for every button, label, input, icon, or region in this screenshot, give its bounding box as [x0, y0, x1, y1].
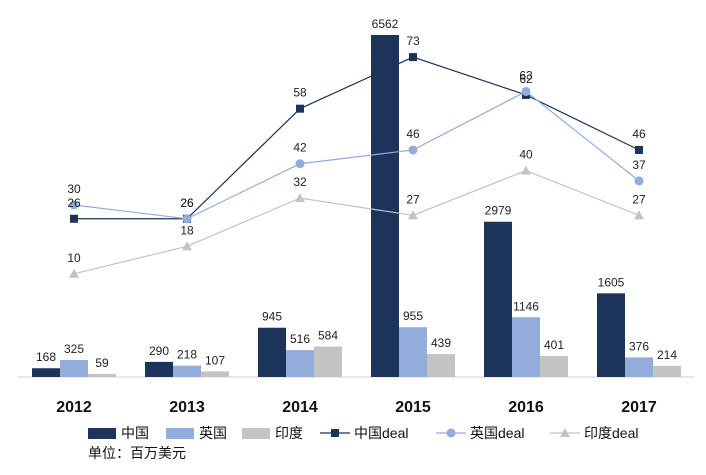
- bar-data-label: 168: [36, 350, 56, 364]
- legend-swatch: [166, 428, 194, 439]
- data-point: [409, 53, 417, 62]
- bar: [173, 365, 201, 377]
- unit-note: 单位：百万美元: [88, 445, 186, 461]
- data-point: [295, 193, 305, 203]
- x-tick-label: 2015: [395, 399, 431, 416]
- series-line: [74, 56, 640, 220]
- series-line: [73, 90, 640, 220]
- data-point: [182, 214, 192, 224]
- x-tick-layer: 2012 2013 2014 2015 2016 2017: [56, 399, 657, 416]
- bar-data-label: 290: [149, 344, 169, 358]
- legend-label: 中国deal: [354, 425, 408, 441]
- bar: [201, 371, 229, 377]
- bar-data-label: 516: [290, 332, 310, 346]
- line-data-label: 42: [293, 141, 307, 155]
- bar: [60, 360, 88, 377]
- bar-data-label: 214: [657, 348, 677, 362]
- bar: [484, 221, 512, 377]
- bar: [540, 356, 568, 377]
- bar-data-label: 584: [318, 329, 338, 343]
- line-layer: [69, 53, 644, 278]
- line-data-label: 40: [519, 148, 533, 162]
- line-data-label: 18: [180, 223, 194, 237]
- line-data-label: 63: [519, 68, 533, 82]
- data-point: [634, 210, 644, 220]
- x-tick-label: 2013: [169, 399, 205, 416]
- bar-data-label: 2979: [485, 204, 512, 218]
- bar: [88, 373, 116, 377]
- data-point: [635, 145, 643, 154]
- line-data-label: 32: [293, 175, 307, 189]
- legend-marker: [331, 429, 339, 437]
- line-data-label: 26: [180, 196, 194, 210]
- data-point: [295, 159, 305, 169]
- legend-label: 中国: [121, 425, 149, 441]
- bar: [314, 346, 342, 377]
- x-tick-label: 2016: [508, 399, 544, 416]
- bar-layer: [32, 34, 681, 378]
- line-data-label: 62: [519, 72, 533, 86]
- bar-data-label: 218: [177, 348, 197, 362]
- line-data-label: 10: [67, 251, 81, 265]
- legend-marker: [560, 428, 570, 437]
- data-point: [69, 200, 79, 210]
- data-point: [408, 210, 418, 220]
- x-tick-label: 2012: [56, 399, 92, 416]
- bar: [145, 361, 173, 377]
- bar-data-label: 6562: [372, 17, 399, 31]
- legend: 中国 英国 印度 中国deal 英国deal 印度deal: [88, 425, 638, 441]
- bar: [32, 368, 60, 377]
- line-data-label: 46: [406, 127, 420, 141]
- bar: [597, 293, 625, 377]
- bar-data-label: 439: [431, 336, 451, 350]
- legend-label: 印度deal: [584, 425, 638, 441]
- data-point: [69, 268, 79, 278]
- legend-marker: [446, 428, 456, 438]
- legend-swatch: [88, 428, 116, 439]
- data-point: [296, 104, 304, 113]
- bar-data-label: 107: [205, 353, 225, 367]
- legend-label: 英国: [199, 425, 227, 441]
- data-point: [70, 214, 78, 223]
- bar-data-label: 325: [64, 342, 84, 356]
- x-tick-label: 2014: [282, 399, 318, 416]
- line-data-label: 37: [632, 158, 646, 172]
- bar: [258, 327, 286, 377]
- bar-data-label: 59: [95, 356, 109, 370]
- bar-data-label: 401: [544, 338, 564, 352]
- line-data-label: 26: [180, 196, 194, 210]
- line-data-label: 58: [293, 86, 307, 100]
- line-data-label: 27: [632, 192, 646, 206]
- x-tick-label: 2017: [621, 399, 657, 416]
- bar-data-label: 955: [403, 309, 423, 323]
- bar-data-label: 376: [629, 339, 649, 353]
- bar-data-label: 1146: [513, 299, 539, 313]
- data-point: [521, 165, 531, 175]
- line-data-label: 30: [67, 182, 81, 196]
- data-point: [408, 145, 418, 155]
- line-data-label: 27: [406, 192, 420, 206]
- legend-label: 英国deal: [470, 425, 524, 441]
- line-data-label: 26: [67, 196, 81, 210]
- bar: [512, 317, 540, 377]
- bar: [286, 350, 314, 377]
- bar: [399, 327, 427, 377]
- data-point: [634, 176, 644, 186]
- bar: [653, 365, 681, 377]
- bar: [371, 34, 399, 378]
- bar: [427, 354, 455, 377]
- series-line: [73, 169, 640, 275]
- bar-data-label: 945: [262, 310, 282, 324]
- data-point: [182, 241, 192, 251]
- bar: [625, 357, 653, 377]
- line-data-label: 73: [406, 34, 420, 48]
- bar-data-label: 1605: [598, 275, 625, 289]
- legend-label: 印度: [275, 425, 303, 441]
- data-point: [521, 86, 531, 96]
- legend-swatch: [242, 428, 270, 439]
- line-data-label: 46: [632, 127, 646, 141]
